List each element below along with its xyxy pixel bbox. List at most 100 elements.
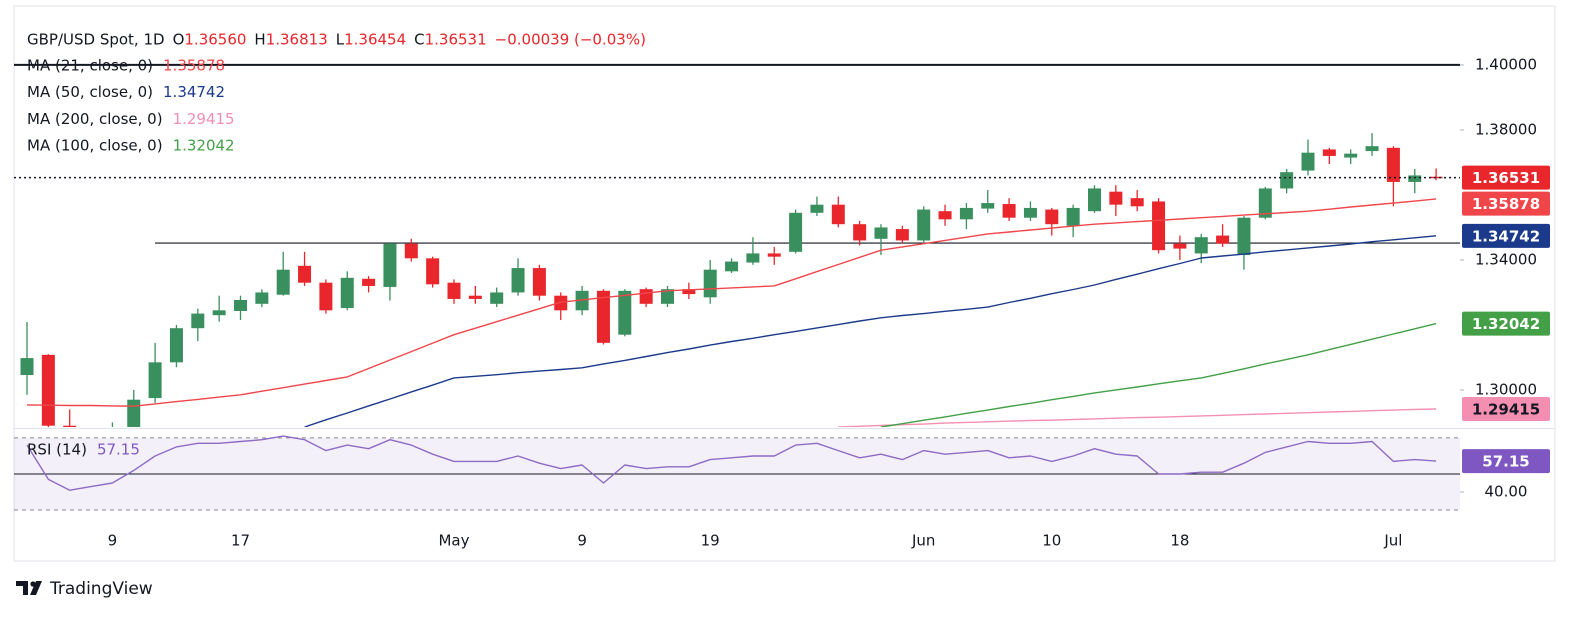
rsi-value-label-box bbox=[1462, 449, 1550, 474]
ohlc-key: O bbox=[173, 31, 185, 49]
candle-body bbox=[340, 277, 354, 309]
legend-name: MA (50, close, 0) bbox=[27, 83, 153, 101]
candle-body bbox=[746, 253, 760, 263]
candle-body bbox=[169, 328, 183, 363]
candle-body bbox=[1365, 146, 1379, 152]
candle-body bbox=[1002, 204, 1016, 218]
candle-body bbox=[127, 399, 141, 427]
candle-body bbox=[1023, 207, 1037, 218]
ma-value-label: 1.34742 bbox=[1472, 227, 1540, 245]
last-price-label-box bbox=[1462, 165, 1550, 190]
candle-body bbox=[1130, 198, 1144, 207]
candle-body bbox=[1216, 235, 1230, 244]
rsi-legend-name: RSI (14) bbox=[27, 441, 87, 459]
legend-name: MA (21, close, 0) bbox=[27, 57, 153, 75]
candle-body bbox=[554, 295, 568, 311]
y-tick-label: 1.40000 bbox=[1475, 55, 1537, 73]
candle-body bbox=[959, 207, 973, 220]
candle-body bbox=[639, 289, 653, 304]
candle-body bbox=[212, 310, 226, 316]
candle-body bbox=[1301, 152, 1315, 171]
x-tick-label: 17 bbox=[231, 532, 250, 550]
candle-body bbox=[1152, 201, 1166, 251]
symbol: GBP/USD Spot, 1D bbox=[27, 31, 165, 49]
brand-logo bbox=[16, 581, 42, 595]
candle-body bbox=[319, 282, 333, 311]
candle-body bbox=[276, 269, 290, 295]
ohlc-value: 1.36813 bbox=[266, 31, 328, 49]
legend-value: 1.29415 bbox=[173, 110, 235, 128]
moving-average bbox=[304, 235, 1437, 427]
ohlc-value: 1.36531 bbox=[425, 31, 487, 49]
candle-body bbox=[63, 425, 77, 427]
candle-body bbox=[511, 268, 525, 293]
candle-body bbox=[596, 290, 610, 343]
ohlc-key: C bbox=[414, 31, 424, 49]
candle-body bbox=[874, 227, 888, 239]
legend-name: MA (100, close, 0) bbox=[27, 137, 163, 155]
candle-body bbox=[1173, 243, 1187, 249]
candle-body bbox=[1322, 149, 1336, 156]
candle-body bbox=[1109, 191, 1123, 205]
y-tick-label: 1.38000 bbox=[1475, 120, 1537, 138]
legend-value: 1.34742 bbox=[163, 83, 225, 101]
ma-value-label-box bbox=[1462, 223, 1550, 248]
brand: TradingView bbox=[49, 579, 153, 599]
candle-body bbox=[298, 265, 312, 283]
candle-body bbox=[682, 289, 696, 295]
rsi-plot bbox=[14, 435, 1460, 511]
candle-body bbox=[41, 354, 55, 426]
candle-body bbox=[1429, 176, 1443, 179]
moving-average bbox=[880, 322, 1437, 427]
candle-body bbox=[148, 362, 162, 399]
ohlc-key: L bbox=[336, 31, 345, 49]
x-tick-label: May bbox=[438, 532, 469, 550]
candle-body bbox=[618, 290, 632, 335]
candle-body bbox=[362, 278, 376, 286]
candle-body bbox=[831, 204, 845, 225]
ma-value-label-box bbox=[1462, 396, 1550, 421]
x-tick-label: 18 bbox=[1170, 532, 1189, 550]
candle-body bbox=[404, 243, 418, 259]
candle-body bbox=[468, 295, 482, 299]
candle-body bbox=[1408, 175, 1422, 182]
last-price-label: 1.36531 bbox=[1472, 169, 1540, 187]
rsi-line bbox=[26, 435, 1437, 491]
candle-body bbox=[1194, 237, 1208, 254]
ma-value-label-box bbox=[1462, 311, 1550, 336]
x-tick-label: Jul bbox=[1383, 532, 1402, 550]
candle-body bbox=[938, 211, 952, 220]
x-tick-label: 10 bbox=[1042, 532, 1061, 550]
ma-value-label: 1.29415 bbox=[1472, 400, 1540, 418]
change: −0.00039 (−0.03%) bbox=[495, 31, 646, 49]
y-tick-label: 1.34000 bbox=[1475, 250, 1537, 268]
legend-value: 1.32042 bbox=[173, 137, 235, 155]
ma-value-label: 1.32042 bbox=[1472, 315, 1540, 333]
candle-body bbox=[1045, 209, 1059, 225]
legend-value: 1.35878 bbox=[163, 57, 225, 75]
candle-body bbox=[383, 243, 397, 287]
rsi-value-label: 57.15 bbox=[1482, 453, 1529, 471]
candle-body bbox=[191, 313, 205, 329]
candle-body bbox=[490, 292, 504, 304]
price-plot bbox=[14, 63, 1460, 427]
ohlc-value: 1.36560 bbox=[184, 31, 246, 49]
moving-average bbox=[838, 408, 1437, 427]
candle-body bbox=[1066, 207, 1080, 226]
x-tick-label: 9 bbox=[108, 532, 118, 550]
candle-body bbox=[1280, 172, 1294, 189]
candle-body bbox=[20, 358, 34, 375]
candle-body bbox=[447, 282, 461, 299]
candle-body bbox=[789, 212, 803, 252]
candle-body bbox=[1258, 188, 1272, 218]
rsi-legend-value: 57.15 bbox=[97, 441, 140, 459]
candle-body bbox=[895, 229, 909, 241]
candle-body bbox=[1088, 188, 1101, 212]
ma-value-label-box bbox=[1462, 191, 1550, 216]
y-tick-label: 1.30000 bbox=[1475, 380, 1537, 398]
moving-average bbox=[26, 198, 1437, 407]
candle-body bbox=[1237, 217, 1251, 256]
